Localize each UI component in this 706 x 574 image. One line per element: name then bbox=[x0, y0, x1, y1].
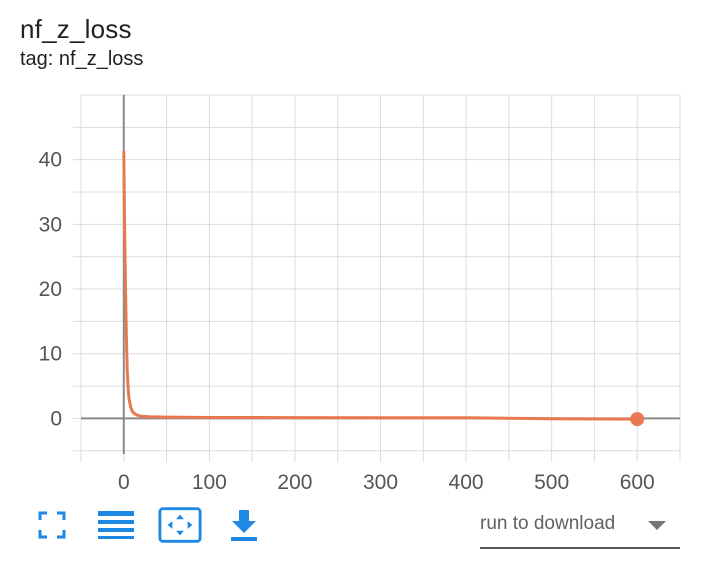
download-icon bbox=[231, 510, 257, 541]
run-download-select[interactable]: run to download bbox=[480, 505, 680, 549]
fit-domain-icon bbox=[158, 507, 202, 543]
fullscreen-icon bbox=[38, 511, 66, 539]
download-button[interactable] bbox=[222, 505, 266, 545]
last-point-marker bbox=[630, 412, 645, 427]
y-tick-label: 0 bbox=[50, 407, 62, 430]
y-tick-label: 40 bbox=[39, 149, 62, 172]
fit-domain-button[interactable] bbox=[158, 505, 202, 545]
x-tick-label: 300 bbox=[363, 471, 398, 494]
x-tick-label: 200 bbox=[277, 471, 312, 494]
x-tick-label: 400 bbox=[449, 471, 484, 494]
y-tick-label: 30 bbox=[39, 213, 62, 236]
toggle-log-scale-icon bbox=[98, 511, 134, 539]
y-tick-label: 10 bbox=[39, 343, 62, 366]
x-tick-label: 600 bbox=[620, 471, 655, 494]
chart-tag-subtitle: tag: nf_z_loss bbox=[20, 48, 144, 70]
y-tick-label: 20 bbox=[39, 278, 62, 301]
series-line bbox=[122, 150, 639, 421]
fullscreen-button[interactable] bbox=[30, 505, 74, 545]
line-chart[interactable]: 0 100 200 300 400 500 600 0 10 20 30 40 bbox=[0, 0, 706, 500]
x-tick-label: 0 bbox=[118, 471, 130, 494]
chevron-down-icon bbox=[648, 521, 666, 530]
x-tick-label: 500 bbox=[534, 471, 569, 494]
chart-title: nf_z_loss bbox=[20, 14, 132, 44]
toggle-log-scale-button[interactable] bbox=[94, 505, 138, 545]
x-tick-label: 100 bbox=[192, 471, 227, 494]
run-select-placeholder: run to download bbox=[480, 513, 616, 534]
